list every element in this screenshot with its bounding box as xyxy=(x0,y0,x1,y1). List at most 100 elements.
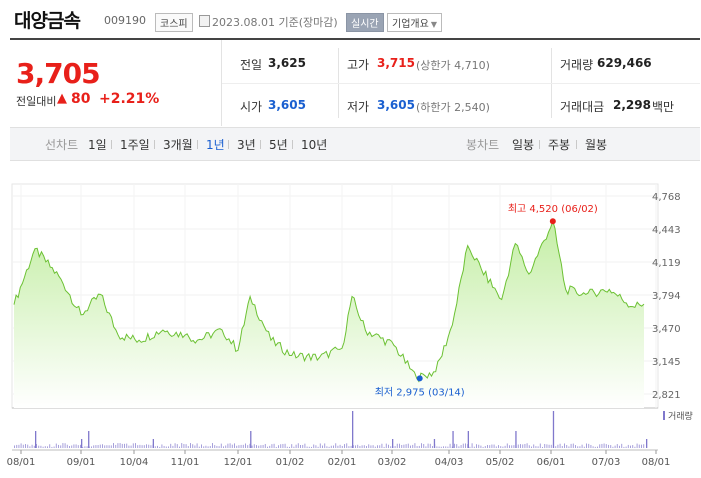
volume-bar xyxy=(258,445,260,448)
volume-value: 629,466 xyxy=(597,56,652,70)
volume-bar xyxy=(150,445,152,448)
volume-bar xyxy=(245,443,246,448)
volume-bar xyxy=(517,444,519,448)
volume-spike xyxy=(250,431,252,448)
volume-bar xyxy=(427,443,429,448)
volume-bar xyxy=(289,446,290,448)
y-tick-label: 3,470 xyxy=(652,324,681,335)
volume-bar xyxy=(531,446,532,448)
volume-bar xyxy=(170,443,172,448)
candle-chart-label: 봉차트 xyxy=(466,138,500,152)
volume-bar xyxy=(469,446,471,448)
volume-bar xyxy=(586,443,587,448)
volume-bar xyxy=(399,443,400,448)
volume-bar xyxy=(227,443,229,448)
volume-bar xyxy=(339,444,341,448)
calendar-icon xyxy=(199,15,210,27)
volume-spike xyxy=(81,439,83,448)
tab-3month[interactable]: 3개월 xyxy=(163,138,193,152)
volume-bar xyxy=(581,444,583,448)
volume-bar xyxy=(84,446,86,448)
volume-bar xyxy=(273,443,275,448)
volume-bar xyxy=(337,445,339,448)
volume-bar xyxy=(533,444,535,448)
volume-bar xyxy=(297,443,299,448)
volume-bar xyxy=(22,444,24,448)
tab-monthly[interactable]: 월봉 xyxy=(585,138,608,152)
volume-bar xyxy=(55,443,57,448)
x-tick-label: 10/04 xyxy=(120,457,149,468)
volume-bar xyxy=(491,444,493,448)
volume-bar xyxy=(117,443,119,448)
company-overview-button[interactable]: 기업개요 ▼ xyxy=(387,13,442,32)
volume-bar xyxy=(278,445,279,448)
volume-bar xyxy=(256,445,257,448)
stock-name: 대양금속 xyxy=(14,10,81,32)
volume-bar xyxy=(247,445,249,448)
volume-bar xyxy=(291,444,293,448)
price-chart: 최고 4,520 (06/02) 최저 2,975 (03/14) 4,768 4,… xyxy=(7,183,693,468)
volume-bar xyxy=(610,445,612,448)
tab-10year[interactable]: 10년 xyxy=(301,138,328,152)
volume-bar xyxy=(401,444,403,448)
y-tick-label: 4,119 xyxy=(652,258,681,269)
volume-bar xyxy=(493,444,495,448)
volume-bar xyxy=(330,445,332,448)
volume-bar xyxy=(324,443,326,448)
volume-bar xyxy=(341,445,343,448)
volume-bar xyxy=(605,444,607,448)
volume-bar xyxy=(425,446,427,448)
tab-1week[interactable]: 1주일 xyxy=(120,138,150,152)
y-tick-label: 4,443 xyxy=(652,225,681,236)
volume-bar xyxy=(579,446,581,448)
tab-daily[interactable]: 일봉 xyxy=(512,138,535,152)
x-tick-label: 08/01 xyxy=(7,457,36,468)
realtime-button[interactable]: 실시간 xyxy=(346,13,384,32)
volume-bar xyxy=(44,446,46,448)
tab-3year[interactable]: 3년 xyxy=(237,138,256,152)
volume-bar xyxy=(421,443,422,448)
volume-bar xyxy=(62,443,64,448)
open-value: 3,605 xyxy=(268,98,306,112)
line-chart-label: 선차트 xyxy=(45,138,79,152)
volume-bar xyxy=(328,446,330,448)
volume-bar xyxy=(267,446,268,448)
volume-bar xyxy=(220,443,222,448)
volume-bar xyxy=(394,446,396,448)
volume-bar xyxy=(449,443,451,448)
volume-bar xyxy=(80,444,81,448)
volume-bar xyxy=(240,444,242,448)
tab-1day[interactable]: 1일 xyxy=(88,138,107,152)
volume-bar xyxy=(38,445,40,448)
min-label: 최저 2,975 (03/14) xyxy=(375,386,465,398)
min-marker xyxy=(416,375,423,382)
volume-legend: 거래량 xyxy=(668,410,693,422)
tab-separator xyxy=(228,140,229,149)
volume-bar xyxy=(36,443,37,448)
lower-limit: (하한가 2,540) xyxy=(416,101,490,114)
volume-bar xyxy=(97,445,99,448)
tab-1year[interactable]: 1년 xyxy=(206,138,225,152)
volume-bar xyxy=(322,445,323,448)
volume-spike xyxy=(515,431,517,448)
volume-bar xyxy=(304,443,306,448)
volume-bar xyxy=(66,444,68,448)
volume-bar xyxy=(124,443,125,448)
tab-5year[interactable]: 5년 xyxy=(269,138,288,152)
volume-bar xyxy=(601,443,603,448)
volume-bar xyxy=(608,444,609,448)
volume-bar xyxy=(262,444,264,448)
x-tick-label: 07/03 xyxy=(592,457,621,468)
tab-weekly[interactable]: 주봉 xyxy=(548,138,571,152)
volume-bar xyxy=(53,446,55,448)
y-tick-label: 3,145 xyxy=(652,357,681,368)
volume-bar xyxy=(627,444,629,448)
x-tick-label: 03/02 xyxy=(378,457,407,468)
volume-bar xyxy=(146,444,147,448)
low-value: 3,605 xyxy=(377,98,415,112)
volume-bar xyxy=(480,445,482,448)
volume-bar xyxy=(489,445,491,448)
change-label: 전일대비 xyxy=(16,95,57,108)
volume-bar xyxy=(462,443,464,448)
volume-bar xyxy=(234,443,235,448)
